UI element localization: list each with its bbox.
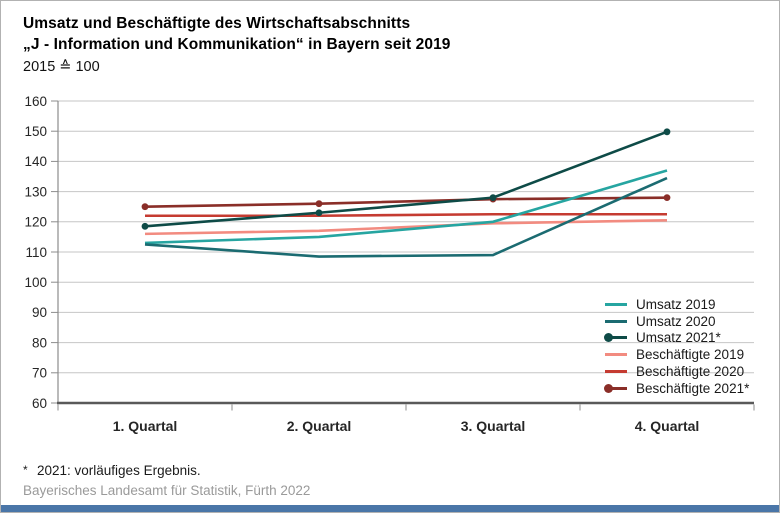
legend-item-umsatz-2021: Umsatz 2021* <box>604 330 749 347</box>
legend-label: Umsatz 2020 <box>636 313 716 329</box>
y-tick-label: 110 <box>25 245 47 260</box>
series-marker-besch-ftigte-2021 <box>315 200 323 208</box>
series-line-besch-ftigte-2020 <box>145 212 667 218</box>
series-line-besch-ftigte-2019 <box>144 218 668 236</box>
footnote: * 2021: vorläufiges Ergebnis. <box>23 463 201 478</box>
series-line-umsatz-2021 <box>144 130 668 228</box>
series-line-umsatz-2020 <box>144 176 668 258</box>
legend-line <box>605 302 627 306</box>
series-marker-besch-ftigte-2021 <box>663 194 671 202</box>
legend-line <box>605 353 627 357</box>
y-gridlines <box>58 100 754 374</box>
legend-item-umsatz-2020: Umsatz 2020 <box>605 313 749 330</box>
legend-line <box>605 370 627 374</box>
y-tick-label: 90 <box>32 305 47 320</box>
series-line-besch-ftigte-2021 <box>144 196 668 208</box>
series-marker-umsatz-2021 <box>489 194 497 202</box>
legend-marker-dot <box>604 383 613 393</box>
series-marker-umsatz-2021 <box>315 209 323 217</box>
y-tick-label: 160 <box>24 94 47 109</box>
y-tick-label: 100 <box>24 275 47 290</box>
source-attribution: Bayerisches Landesamt für Statistik, Für… <box>23 483 311 498</box>
y-tick-labels: 60 70 80 90 100 110 120 130 140 150 160 <box>24 94 47 411</box>
series-line-umsatz-2019 <box>144 169 668 245</box>
legend-label: Umsatz 2019 <box>636 296 716 312</box>
legend-marker-dot <box>604 333 613 343</box>
y-tick-label: 130 <box>24 184 47 199</box>
legend-item-umsatz-2019: Umsatz 2019 <box>605 296 749 313</box>
chart-title-line2: „J - Information und Kommunikation“ in B… <box>23 36 451 53</box>
legend-line-swatch <box>604 333 627 343</box>
chart-title-line1: Umsatz und Beschäftigte des Wirtschaftsa… <box>23 15 411 32</box>
footnote-text: 2021: vorläufiges Ergebnis. <box>37 463 201 478</box>
legend-label: Beschäftigte 2021* <box>636 380 750 396</box>
y-tick-label: 120 <box>24 215 47 230</box>
legend-line-swatch <box>605 302 627 306</box>
legend-line-swatch <box>604 383 627 393</box>
x-tick-label: 1. Quartal <box>113 418 178 434</box>
legend-line <box>605 319 627 323</box>
legend-item-besch-ftigte-2021: Beschäftigte 2021* <box>604 380 750 397</box>
title-block: Umsatz und Beschäftigte des Wirtschaftsa… <box>23 13 451 75</box>
x-tick-label: 2. Quartal <box>287 418 352 434</box>
footnote-star: * <box>23 463 28 477</box>
legend-label: Umsatz 2021* <box>636 330 721 346</box>
series-marker-umsatz-2021 <box>663 128 671 136</box>
legend-line-swatch <box>605 319 627 323</box>
legend-line-swatch <box>605 353 627 357</box>
footer-accent-bar <box>1 505 779 512</box>
legend-line <box>605 386 627 390</box>
y-tick-label: 80 <box>32 335 47 350</box>
chart-legend: Umsatz 2019 Umsatz 2020 Umsatz 2021* Beschä… <box>604 296 750 397</box>
chart-title: Umsatz und Beschäftigte des Wirtschaftsa… <box>23 13 451 55</box>
legend-line <box>605 336 627 340</box>
legend-label: Beschäftigte 2020 <box>636 364 745 380</box>
index-base-note: 2015 ≙ 100 <box>23 59 100 75</box>
axes <box>51 100 755 411</box>
y-tick-label: 150 <box>24 124 47 139</box>
x-tick-labels: 1. Quartal 2. Quartal 3. Quartal 4. Quartal <box>113 418 700 434</box>
legend-item-besch-ftigte-2019: Beschäftigte 2019 <box>605 346 749 363</box>
x-tick-label: 4. Quartal <box>635 418 700 434</box>
legend-item-besch-ftigte-2020: Beschäftigte 2020 <box>605 363 749 380</box>
series-marker-umsatz-2021 <box>141 222 149 230</box>
legend-label: Beschäftigte 2019 <box>636 347 745 363</box>
x-tick-label: 3. Quartal <box>461 418 526 434</box>
y-tick-label: 70 <box>32 366 47 381</box>
legend-line-swatch <box>605 370 627 374</box>
series-lines <box>144 130 668 258</box>
y-tick-label: 60 <box>32 396 47 411</box>
series-markers <box>141 128 671 230</box>
series-marker-besch-ftigte-2021 <box>141 203 149 211</box>
y-tick-label: 140 <box>24 154 47 169</box>
